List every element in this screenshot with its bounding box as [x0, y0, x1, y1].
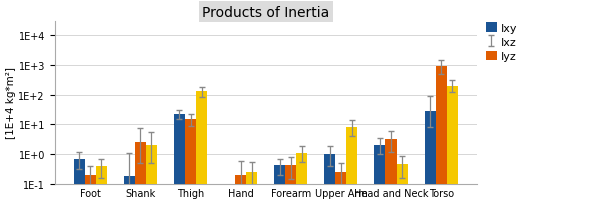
Bar	[135, 142, 146, 204]
Bar	[346, 128, 358, 204]
Legend: Ixy, Ixz, Iyz: Ixy, Ixz, Iyz	[481, 19, 522, 67]
Bar	[374, 145, 385, 204]
Bar	[124, 176, 135, 204]
Bar	[146, 145, 157, 204]
Bar	[196, 92, 207, 204]
Bar	[74, 159, 85, 204]
Bar	[185, 120, 196, 204]
Title: Products of Inertia: Products of Inertia	[202, 6, 329, 19]
Bar	[425, 111, 436, 204]
Y-axis label: [1E+4 kg*m²]: [1E+4 kg*m²]	[5, 67, 16, 139]
Bar	[325, 154, 335, 204]
Bar	[85, 175, 96, 204]
Bar	[246, 172, 257, 204]
Bar	[385, 139, 397, 204]
Bar	[397, 164, 407, 204]
Bar	[285, 165, 296, 204]
Bar	[335, 172, 346, 204]
Bar	[436, 67, 446, 204]
Bar	[235, 175, 246, 204]
Bar	[96, 167, 107, 204]
Bar	[274, 165, 285, 204]
Bar	[446, 86, 458, 204]
Bar	[296, 153, 307, 204]
Bar	[174, 114, 185, 204]
